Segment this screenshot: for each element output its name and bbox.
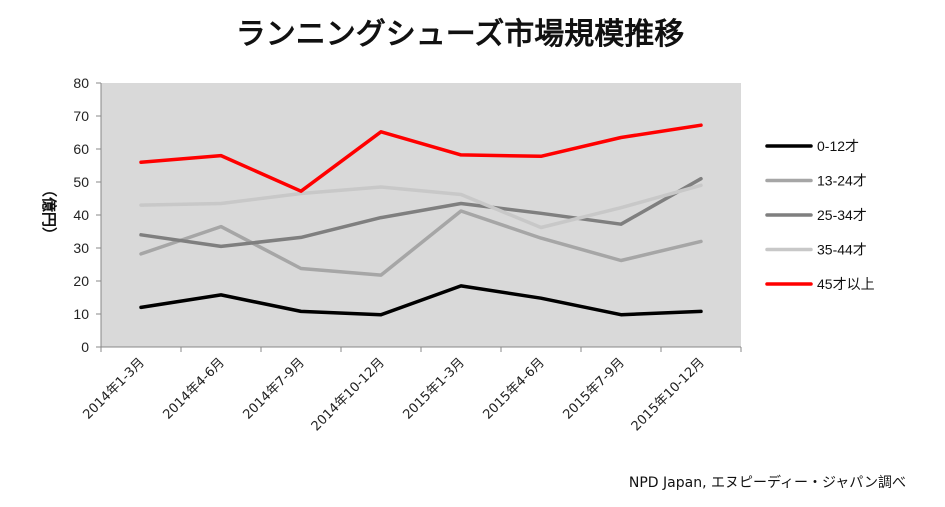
x-axis [100,346,742,352]
y-tick-label: 50 [73,174,89,190]
y-tick-label: 40 [73,207,89,223]
y-tick-label: 10 [73,306,89,322]
chart-title: ランニングシューズ市場規模推移 [236,17,685,52]
x-tick-label: 2014年10-12月 [309,355,388,434]
y-axis: 0 10 20 30 40 50 60 70 80 [73,75,102,355]
legend-label: 35-44才 [817,242,867,258]
legend-label: 0-12才 [817,138,859,154]
x-tick-label: 2014年1-3月 [80,355,147,422]
legend-label: 45才以上 [817,276,875,292]
y-tick-label: 60 [73,141,89,157]
x-tick-label: 2015年4-6月 [480,355,547,422]
series-line-0 [139,284,703,317]
x-tick-label: 2015年1-3月 [400,355,467,422]
x-tick-label: 2015年10-12月 [629,355,708,434]
y-axis-label: （億円） [40,182,58,242]
x-tick-labels: 2014年1-3月 2014年4-6月 2014年7-9月 2014年10-12月 20… [80,355,707,434]
x-tick-label: 2015年7-9月 [560,355,627,422]
series-line-1 [139,209,703,277]
legend: 0-12才 13-24才 25-34才 35-44才 45才以上 [765,138,875,292]
y-tick-label: 0 [81,339,89,355]
y-tick-label: 70 [73,108,89,124]
legend-label: 25-34才 [817,207,867,223]
legend-label: 13-24才 [817,173,867,189]
x-tick-label: 2014年4-6月 [160,355,227,422]
x-tick-label: 2014年7-9月 [240,355,307,422]
series-line-3 [139,183,703,230]
y-tick-label: 30 [73,240,89,256]
y-tick-label: 80 [73,75,89,91]
y-tick-label: 20 [73,273,89,289]
series-line-2 [139,176,703,249]
source-note: NPD Japan, エヌピーディー・ジャパン調べ [629,474,906,491]
plot-area [101,83,741,347]
series-lines [139,123,703,317]
series-line-4 [139,123,703,193]
